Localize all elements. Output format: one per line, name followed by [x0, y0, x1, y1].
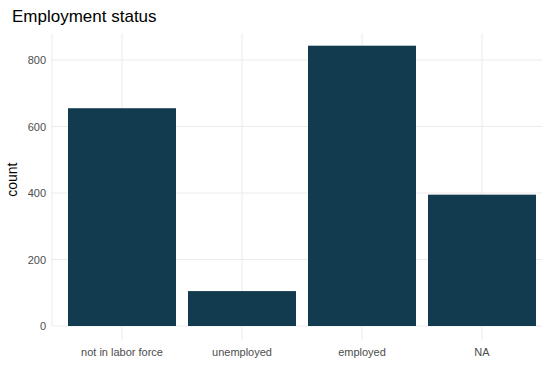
- y-axis-label: count: [4, 162, 20, 196]
- title: Employment status: [12, 7, 157, 26]
- x-tick-label: not in labor force: [81, 346, 163, 358]
- bar: [68, 108, 176, 326]
- bar: [308, 46, 416, 326]
- y-tick-label: 800: [28, 54, 46, 66]
- chart-container: 0 200 400 600 800 not in labor force unemploye…: [0, 0, 556, 382]
- y-grid-line: [52, 60, 542, 61]
- y-tick-label: 600: [28, 121, 46, 133]
- y-tick-label: 0: [40, 320, 46, 332]
- y-axis-line: [52, 33, 53, 326]
- x-tick-label: NA: [474, 346, 490, 358]
- x-tick-label: unemployed: [212, 346, 272, 358]
- x-tick-label: employed: [338, 346, 386, 358]
- chart-svg: 0 200 400 600 800 not in labor force unemploye…: [0, 0, 556, 382]
- bars: [68, 46, 536, 326]
- bar: [188, 291, 296, 326]
- grid: [52, 33, 542, 340]
- y-tick-label: 200: [28, 254, 46, 266]
- bar: [428, 195, 536, 326]
- y-tick-label: 400: [28, 187, 46, 199]
